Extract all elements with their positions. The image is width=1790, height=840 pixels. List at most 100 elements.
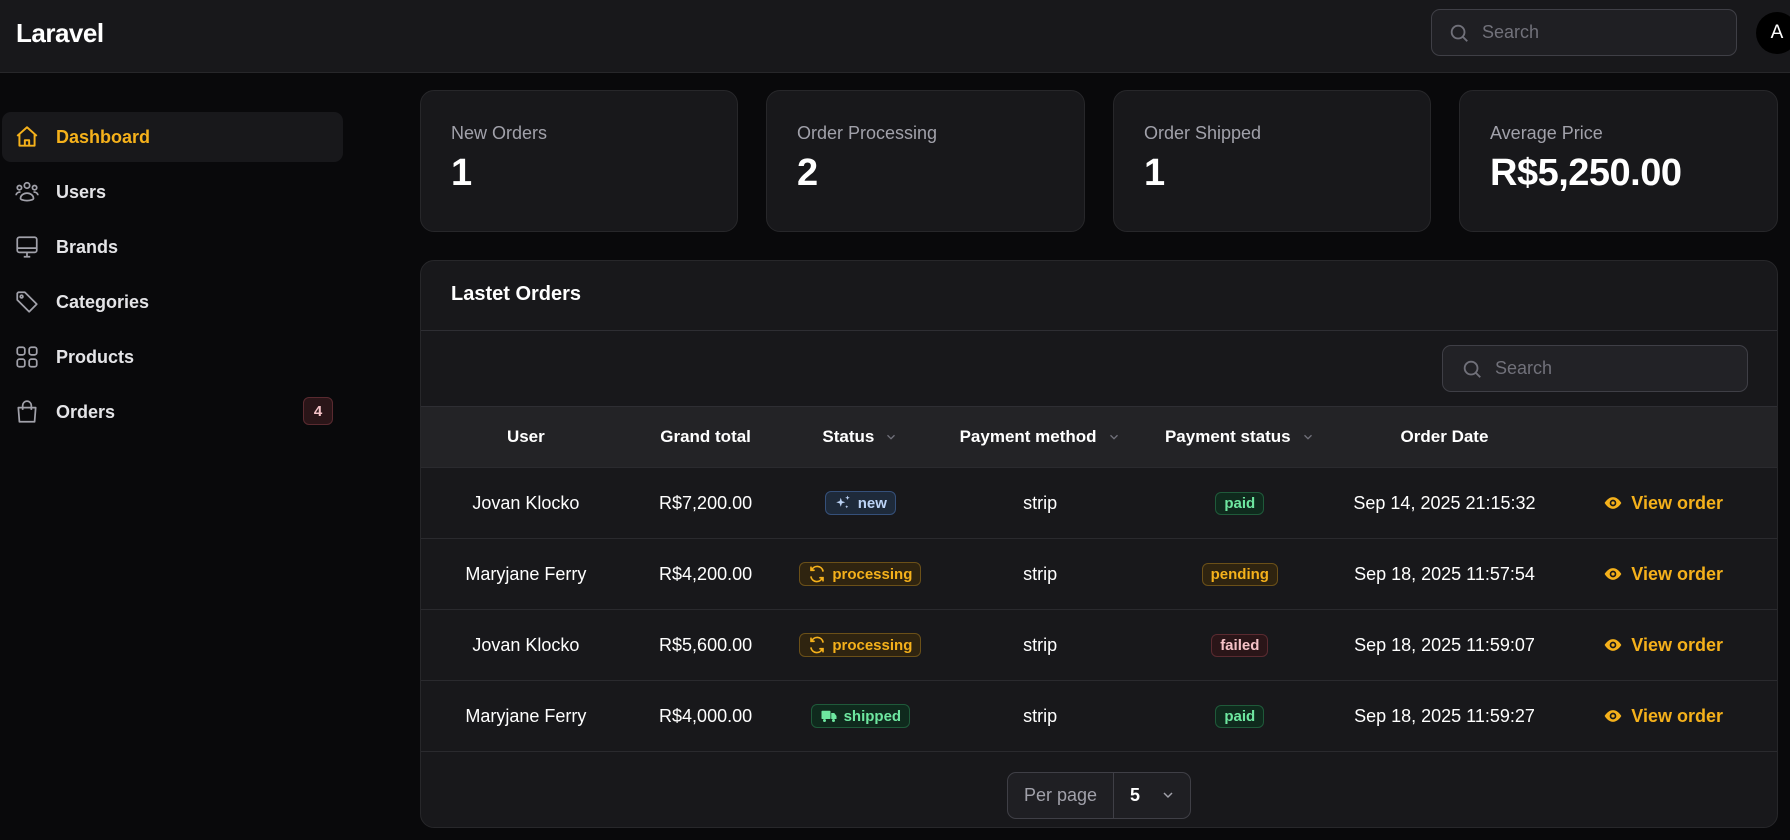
stat-value: R$5,250.00	[1490, 152, 1682, 194]
cell-grand-total: R$5,600.00	[659, 634, 753, 655]
per-page-number: 5	[1130, 784, 1141, 805]
status-badge: processing	[799, 562, 922, 586]
brand-logo[interactable]: Laravel	[16, 18, 104, 48]
cell-payment-method: strip	[1023, 563, 1058, 584]
cell-status: processing	[780, 633, 940, 657]
table-row: Jovan Klocko R$5,600.00 processing strip…	[421, 610, 1777, 681]
status-text: shipped	[843, 707, 902, 725]
cell-user: Maryjane Ferry	[465, 705, 587, 726]
refresh-icon	[810, 636, 825, 654]
cell-grand-total: R$4,200.00	[659, 563, 753, 584]
status-text: processing	[832, 565, 913, 583]
stat-label: Average Price	[1490, 123, 1603, 143]
eye-icon	[1604, 639, 1622, 651]
column-header-order-date[interactable]: Order Date	[1400, 427, 1489, 446]
eye-icon	[1604, 710, 1622, 722]
status-badge: new	[824, 491, 896, 515]
cell-order-date: Sep 18, 2025 11:59:27	[1354, 705, 1535, 726]
status-badge: processing	[799, 633, 922, 657]
cell-user: Jovan Klocko	[472, 492, 580, 513]
cell-user: Maryjane Ferry	[465, 563, 587, 584]
view-order-label: View order	[1631, 492, 1724, 513]
cell-grand-total: R$7,200.00	[659, 492, 753, 513]
sidebar-item-brands[interactable]: Brands	[2, 222, 343, 272]
column-header-user[interactable]: User	[506, 427, 545, 446]
grid-icon	[13, 343, 41, 371]
cell-order-date: Sep 18, 2025 11:59:07	[1354, 634, 1535, 655]
cell-grand-total: R$4,000.00	[659, 705, 753, 726]
sidebar-item-users[interactable]: Users	[2, 167, 343, 217]
column-header-payment-method[interactable]: Payment method	[940, 427, 1140, 447]
cell-status: shipped	[780, 704, 940, 728]
sidebar-item-categories[interactable]: Categories	[2, 277, 343, 327]
cell-user: Jovan Klocko	[472, 634, 580, 655]
view-order-label: View order	[1631, 634, 1724, 655]
cell-payment-method: strip	[1023, 492, 1058, 513]
column-header-status[interactable]: Status	[780, 427, 940, 447]
per-page-select[interactable]: Per page 5	[1006, 771, 1192, 819]
chevron-down-icon	[887, 434, 896, 440]
payment-status-badge: paid	[1215, 704, 1265, 728]
view-order-link[interactable]: View order	[1603, 635, 1723, 656]
view-order-link[interactable]: View order	[1603, 706, 1723, 727]
sparkles-icon	[836, 495, 850, 509]
stat-label: New Orders	[451, 123, 548, 143]
eye-icon	[1604, 568, 1622, 580]
stat-card-order-processing: Order Processing 2	[766, 90, 1085, 232]
truck-icon	[821, 710, 837, 722]
per-page-value[interactable]: 5	[1114, 773, 1190, 818]
cell-payment-method: strip	[1023, 705, 1058, 726]
cell-payment-status: paid	[1140, 704, 1340, 728]
sidebar-item-label: Products	[56, 346, 135, 367]
sidebar-item-label: Categories	[56, 291, 150, 312]
shopping-bag-icon	[13, 398, 41, 426]
orders-count-badge: 4	[303, 397, 333, 425]
cell-action: View order	[1549, 706, 1777, 727]
sidebar-item-label: Brands	[56, 236, 119, 257]
view-order-link[interactable]: View order	[1603, 493, 1723, 514]
sidebar-item-label: Orders	[56, 401, 116, 422]
search-icon	[1463, 360, 1481, 378]
column-header-payment-status[interactable]: Payment status	[1140, 427, 1340, 447]
tag-icon	[13, 288, 41, 316]
top-bar: Laravel Search A	[0, 0, 1790, 73]
cell-payment-status: pending	[1140, 562, 1340, 586]
user-avatar[interactable]: A	[1756, 12, 1790, 54]
monitor-icon	[13, 233, 41, 261]
global-search-input[interactable]: Search	[1431, 9, 1737, 56]
search-icon	[1450, 24, 1468, 42]
stat-label: Order Processing	[797, 123, 938, 143]
column-header-grand-total[interactable]: Grand total	[660, 427, 751, 446]
sidebar-item-orders[interactable]: Orders 4	[2, 387, 343, 437]
per-page-label: Per page	[1008, 772, 1115, 818]
cell-order-date: Sep 14, 2025 21:15:32	[1353, 492, 1536, 513]
payment-status-badge: pending	[1201, 562, 1278, 586]
stat-value: 1	[451, 152, 472, 194]
stat-value: 1	[1144, 152, 1165, 194]
status-text: new	[857, 494, 887, 512]
search-placeholder: Search	[1482, 22, 1540, 42]
table-row: Maryjane Ferry R$4,000.00 shipped strip …	[421, 681, 1777, 752]
view-order-label: View order	[1631, 563, 1724, 584]
sidebar-item-products[interactable]: Products	[2, 332, 343, 382]
cell-payment-status: failed	[1140, 633, 1340, 657]
cell-status: new	[780, 491, 940, 515]
table-row: Maryjane Ferry R$4,200.00 processing str…	[421, 539, 1777, 610]
search-placeholder: Search	[1495, 358, 1553, 378]
latest-orders-card: Lastet Orders Search User Grand total St…	[420, 260, 1778, 828]
table-toolbar: Search	[421, 331, 1777, 407]
sidebar: Dashboard Users Brands Categories Produc…	[0, 74, 350, 840]
cell-payment-status: paid	[1140, 491, 1340, 515]
cell-action: View order	[1549, 635, 1777, 656]
stat-card-order-shipped: Order Shipped 1	[1113, 90, 1431, 232]
table-search-input[interactable]: Search	[1442, 345, 1748, 392]
stat-card-new-orders: New Orders 1	[420, 90, 738, 232]
payment-status-badge: paid	[1215, 491, 1265, 515]
cell-status: processing	[780, 562, 940, 586]
stat-label: Order Shipped	[1144, 123, 1262, 143]
cell-payment-method: strip	[1023, 634, 1058, 655]
refresh-icon	[810, 565, 825, 583]
view-order-link[interactable]: View order	[1603, 564, 1723, 585]
view-order-label: View order	[1631, 705, 1724, 726]
sidebar-item-dashboard[interactable]: Dashboard	[2, 112, 343, 162]
